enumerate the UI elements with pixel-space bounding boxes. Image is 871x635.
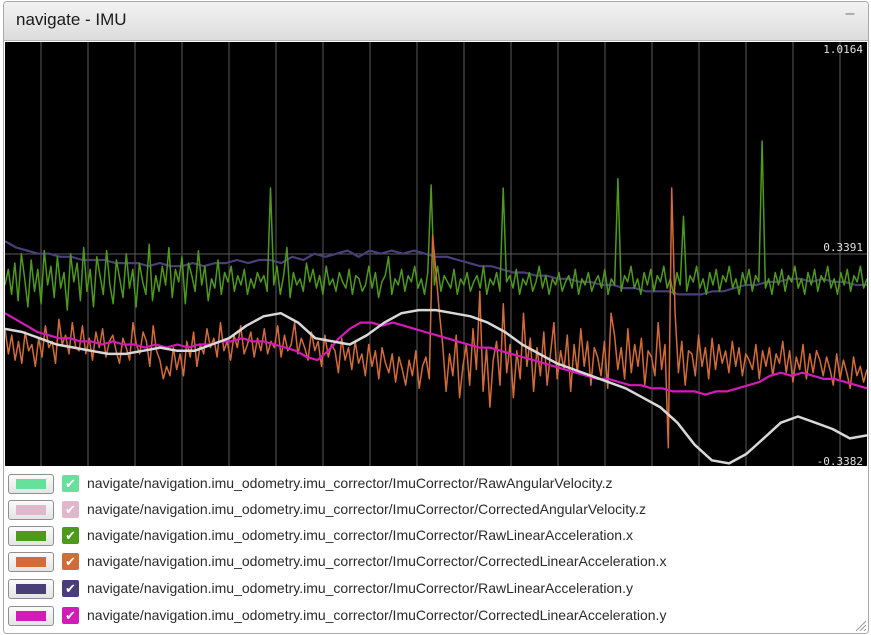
color-picker-button[interactable] (8, 552, 54, 572)
title-bar[interactable]: navigate - IMU – (4, 2, 868, 41)
series-line-2 (5, 140, 867, 311)
series-line-5 (5, 312, 867, 396)
legend-row: ✔ navigate/navigation.imu_odometry.imu_c… (4, 471, 864, 497)
color-picker-button[interactable] (8, 606, 54, 626)
series-label: navigate/navigation.imu_odometry.imu_cor… (87, 501, 646, 517)
series-label: navigate/navigation.imu_odometry.imu_cor… (87, 580, 633, 596)
color-picker-button[interactable] (8, 526, 54, 546)
color-swatch (16, 611, 46, 621)
series-visibility-checkbox[interactable]: ✔ (62, 527, 79, 544)
series-label: navigate/navigation.imu_odometry.imu_cor… (87, 607, 667, 623)
checkmark-icon: ✔ (65, 502, 76, 517)
series-label: navigate/navigation.imu_odometry.imu_cor… (87, 475, 613, 491)
legend-row: ✔ navigate/navigation.imu_odometry.imu_c… (4, 497, 864, 523)
series-visibility-checkbox[interactable]: ✔ (62, 501, 79, 518)
series-layer (5, 140, 867, 465)
series-line-3 (5, 187, 867, 449)
legend-row: ✔ navigate/navigation.imu_odometry.imu_c… (4, 523, 864, 549)
window-title: navigate - IMU (16, 10, 127, 29)
series-visibility-checkbox[interactable]: ✔ (62, 553, 79, 570)
series-label: navigate/navigation.imu_odometry.imu_cor… (87, 527, 633, 543)
checkmark-icon: ✔ (65, 476, 76, 491)
series-visibility-checkbox[interactable]: ✔ (62, 475, 79, 492)
color-swatch (16, 584, 46, 594)
series-line-4 (5, 240, 867, 296)
checkmark-icon: ✔ (65, 608, 76, 623)
line-chart[interactable]: 1.0164 0.3391 -0.3382 (5, 42, 867, 466)
color-swatch (16, 505, 46, 515)
legend-row: ✔ navigate/navigation.imu_odometry.imu_c… (4, 549, 864, 575)
y-tick-label-max: 1.0164 (823, 43, 863, 56)
legend-panel: ✔ navigate/navigation.imu_odometry.imu_c… (4, 467, 868, 633)
color-picker-button[interactable] (8, 579, 54, 599)
plot-window: navigate - IMU – 1.0164 0.3391 -0.3382 ✔… (3, 1, 869, 634)
series-visibility-checkbox[interactable]: ✔ (62, 580, 79, 597)
plot-area[interactable]: 1.0164 0.3391 -0.3382 (5, 42, 867, 466)
color-swatch (16, 531, 46, 541)
legend-row: ✔ navigate/navigation.imu_odometry.imu_c… (4, 603, 864, 629)
checkmark-icon: ✔ (65, 528, 76, 543)
legend-row: ✔ navigate/navigation.imu_odometry.imu_c… (4, 576, 864, 602)
series-line-0 (5, 308, 867, 465)
resize-grip-icon[interactable] (854, 619, 866, 631)
color-swatch (16, 557, 46, 567)
color-picker-button[interactable] (8, 474, 54, 494)
y-tick-label-mid: 0.3391 (823, 241, 863, 254)
color-swatch (16, 479, 46, 489)
series-label: navigate/navigation.imu_odometry.imu_cor… (87, 553, 667, 569)
y-tick-label-min: -0.3382 (817, 455, 863, 466)
minimize-button[interactable]: – (845, 5, 855, 22)
checkmark-icon: ✔ (65, 554, 76, 569)
series-visibility-checkbox[interactable]: ✔ (62, 607, 79, 624)
grid (5, 42, 867, 466)
color-picker-button[interactable] (8, 500, 54, 520)
checkmark-icon: ✔ (65, 581, 76, 596)
